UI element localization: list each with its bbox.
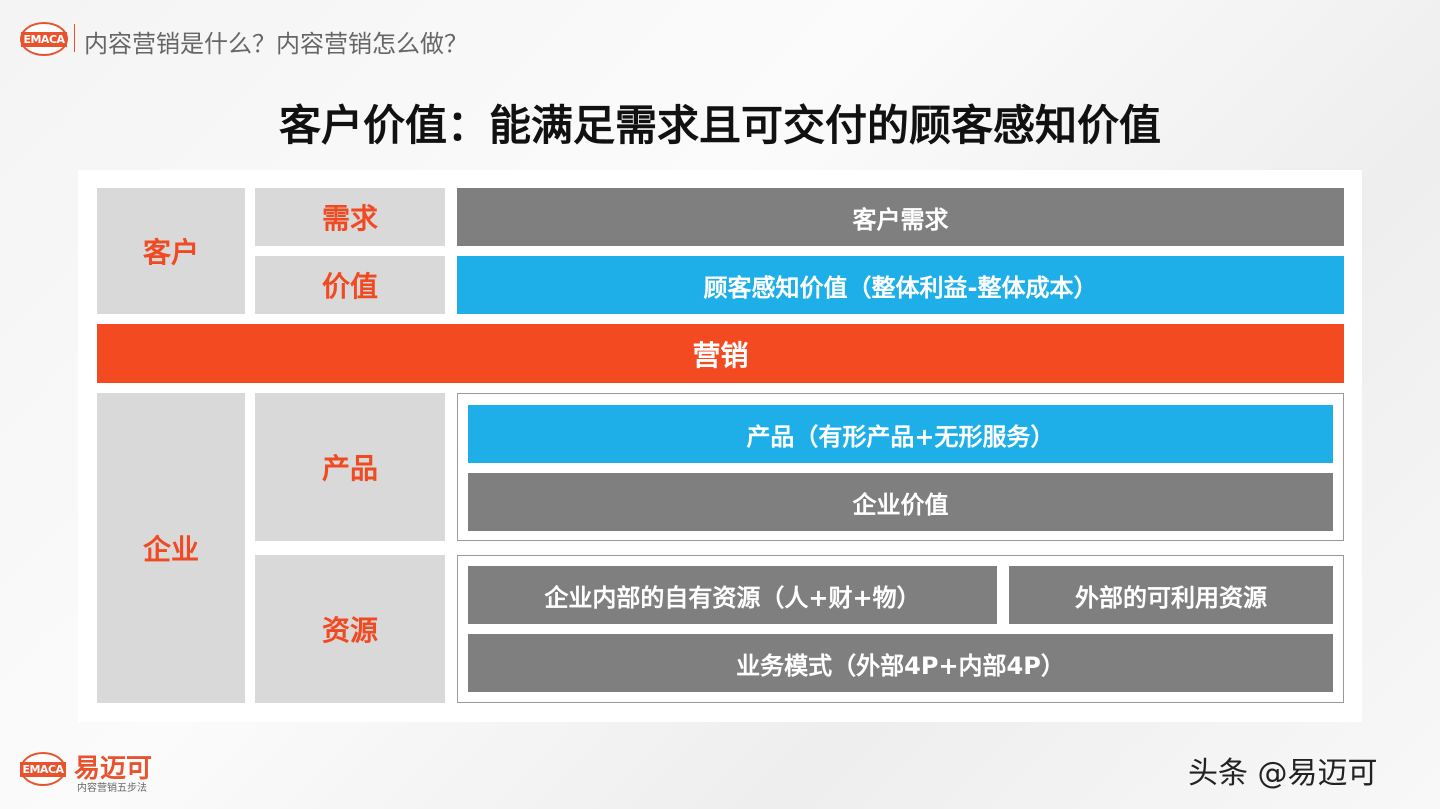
header-divider xyxy=(74,24,75,52)
header-subtitle: 内容营销是什么？内容营销怎么做？ xyxy=(84,30,468,58)
value-label: 价值 xyxy=(255,256,445,314)
customer-need-bar: 客户需求 xyxy=(457,188,1344,246)
resource-label: 资源 xyxy=(255,555,445,703)
product-bar: 产品（有形产品+无形服务） xyxy=(468,405,1333,463)
header-logo: EMACA xyxy=(20,22,68,56)
footer-brand: 易迈可 xyxy=(74,754,153,784)
external-resources-bar: 外部的可利用资源 xyxy=(1009,566,1333,624)
footer-logo-text: EMACA xyxy=(20,761,66,777)
need-label: 需求 xyxy=(255,188,445,246)
footer-tagline: 内容营销五步法 xyxy=(77,783,147,794)
internal-resources-bar: 企业内部的自有资源（人+财+物） xyxy=(468,566,997,624)
marketing-bar: 营销 xyxy=(97,324,1344,383)
product-label: 产品 xyxy=(255,393,445,541)
perceived-value-bar: 顾客感知价值（整体利益-整体成本） xyxy=(457,256,1344,314)
enterprise-label: 企业 xyxy=(97,393,245,703)
footer-logo: EMACA xyxy=(20,752,66,786)
customer-label: 客户 xyxy=(97,188,245,314)
page-title: 客户价值：能满足需求且可交付的顾客感知价值 xyxy=(278,101,1161,150)
business-model-bar: 业务模式（外部4P+内部4P） xyxy=(468,634,1333,692)
header-logo-text: EMACA xyxy=(21,31,67,47)
enterprise-value-bar: 企业价值 xyxy=(468,473,1333,531)
watermark: 头条 @易迈可 xyxy=(1188,756,1378,791)
